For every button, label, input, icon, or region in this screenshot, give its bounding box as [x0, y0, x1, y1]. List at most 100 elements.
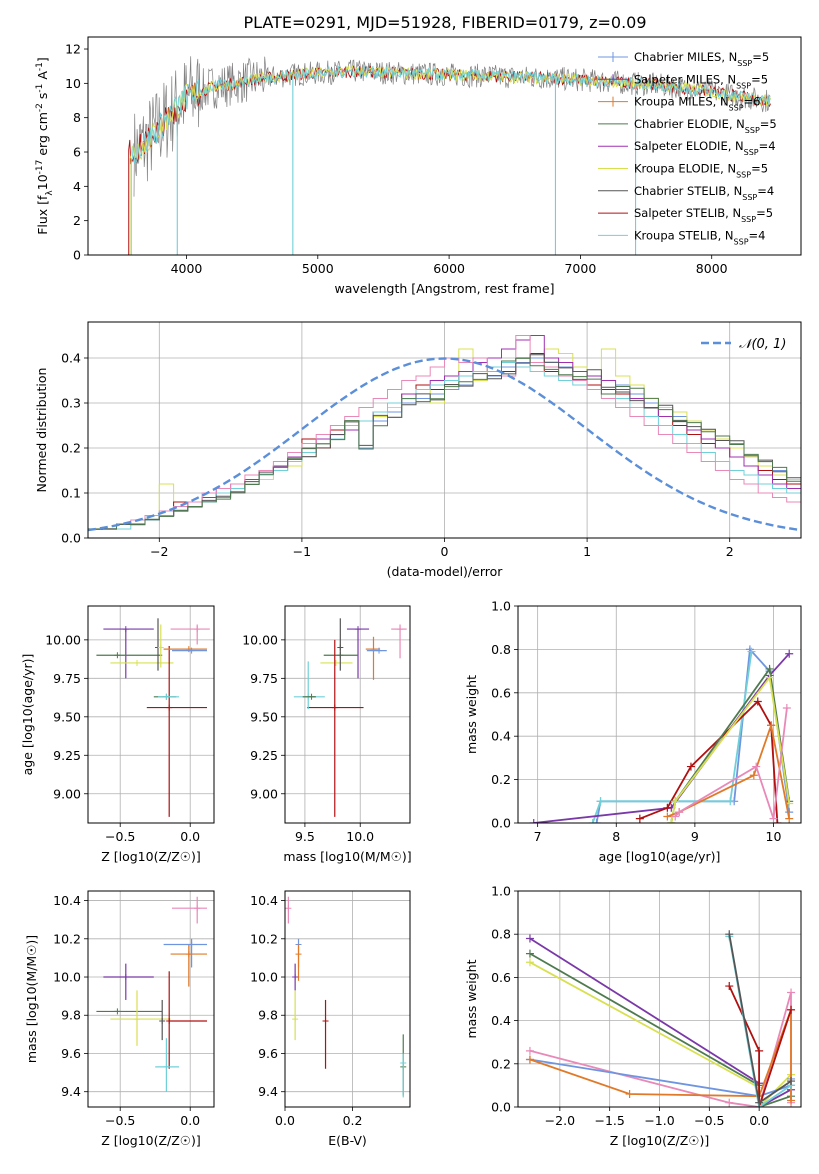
legend-entry-name: Salpeter STELIB, N [634, 206, 741, 220]
y-tick-label: 0.1 [61, 486, 81, 501]
x-tick-label: −0.5 [694, 1113, 724, 1128]
legend-entry-sub: SSP [729, 103, 744, 112]
y-tick-label: 0.3 [61, 396, 81, 411]
axes-frame [517, 605, 802, 824]
x-axis-label: (data-model)/error [387, 564, 504, 579]
y-tick-label: 9.50 [250, 709, 278, 724]
y-tick-label: 0.0 [61, 531, 81, 546]
x-axis-label: mass [log10(M/M☉)] [283, 849, 411, 864]
x-tick-label: 7 [534, 829, 542, 844]
axes-frame [284, 890, 411, 1108]
x-tick-label: −0.5 [105, 1113, 135, 1128]
y-tick-label: 0.0 [491, 816, 511, 831]
y-tick-label: 1.0 [491, 599, 511, 614]
x-tick-label: 0.2 [343, 1113, 363, 1128]
y-tick-label: 9.00 [250, 786, 278, 801]
legend-entry: Kroupa ELODIE, NSSP=5 [634, 162, 768, 180]
data-point [295, 951, 302, 958]
y-tick-label: 9.4 [61, 1084, 81, 1099]
y-axis-label-part: Flux [f [35, 195, 50, 235]
y-axis-label-part: s [35, 93, 50, 104]
y-axis-label-part: A [35, 71, 50, 84]
y-tick-label: 0 [73, 248, 81, 263]
y-axis-label: Flux [fλ10-17 erg cm-2 s-1 A-1] [35, 57, 55, 235]
series-marker [767, 721, 776, 730]
y-tick-label: 0.2 [61, 441, 81, 456]
x-tick-label: 8000 [696, 261, 728, 276]
series-marker [671, 797, 680, 806]
legend-entry-count: =5 [760, 117, 777, 131]
y-tick-label: 9.4 [258, 1084, 278, 1099]
y-tick-label: 0.6 [491, 970, 511, 985]
legend-entry: 𝒩(0, 1) [739, 337, 786, 352]
x-tick-label: 5000 [302, 261, 334, 276]
series-marker [747, 647, 756, 656]
panel-mass_weight_vs_Z: −2.0 −1.5 −1.0 −0.5 0.0 0.0 0.2 0.4 0.6 0.8 1.0 Z [… [464, 884, 802, 1148]
series-marker [787, 1005, 796, 1014]
series-marker [592, 819, 601, 823]
x-tick-label: −1.0 [644, 1113, 674, 1128]
series-marker [588, 819, 597, 823]
normal-curve [88, 357, 801, 532]
y-axis-label-part: erg cm [35, 112, 50, 160]
series-marker [726, 797, 735, 806]
data-point [166, 1017, 173, 1024]
plot-area-mass_vs_ebv [285, 896, 407, 1098]
legend-entry-count: =4 [759, 139, 776, 153]
y-tick-label: 9.25 [53, 748, 81, 763]
series-marker [725, 1098, 734, 1107]
x-tick-label: −2 [150, 544, 168, 559]
legend-entry-name: Salpeter ELODIE, N [634, 139, 744, 153]
axes-frame [87, 605, 215, 824]
x-axis-label: age [log10(age/yr)] [599, 849, 721, 864]
series-marker [663, 812, 672, 821]
data-point [185, 951, 192, 958]
series-marker [755, 1098, 764, 1107]
panel-age_vs_Z: −0.5 0.0 9.00 9.25 9.50 9.75 10.00 Z [log10(Z/Z… [20, 605, 215, 864]
legend-entry-count: =5 [751, 72, 768, 86]
series-marker [525, 958, 534, 967]
y-axis-label-part: -17 [35, 160, 45, 175]
axes-frame [87, 890, 215, 1108]
x-tick-label: −1 [293, 544, 311, 559]
x-axis-label: Z [log10(Z/Z☉)] [101, 1133, 201, 1148]
axes-frame [87, 36, 802, 256]
y-axis-label: mass weight [464, 675, 479, 754]
y-tick-label: 10.00 [242, 632, 278, 647]
x-tick-label: 7000 [564, 261, 596, 276]
y-tick-label: 9.75 [250, 671, 278, 686]
data-point [188, 941, 195, 948]
y-tick-label: 9.00 [53, 786, 81, 801]
legend-entry-count: =4 [757, 184, 774, 198]
series-marker [749, 771, 758, 780]
plot-area-age_vs_Z [96, 618, 210, 817]
series-marker [667, 819, 676, 823]
x-tick-label: −1.5 [594, 1113, 624, 1128]
panel-mass_weight_vs_age: 7 8 9 10 0.0 0.2 0.4 0.6 0.8 1.0 age [log10(age/yr… [464, 599, 802, 864]
series-marker [663, 803, 672, 812]
data-point [337, 644, 344, 651]
y-tick-label: 10.00 [45, 632, 81, 647]
data-point [134, 659, 140, 666]
y-tick-label: 8 [73, 110, 81, 125]
legend-entry-name: Kroupa ELODIE, N [634, 162, 736, 176]
series-marker [753, 697, 762, 706]
data-point [194, 905, 201, 912]
y-tick-label: 9.6 [61, 1046, 81, 1061]
y-axis-label: Normed distribution [34, 368, 49, 493]
data-point [400, 1060, 407, 1067]
x-tick-label: 0.0 [180, 829, 200, 844]
y-axis-label-part: -1 [35, 62, 45, 71]
series-marker [785, 814, 794, 823]
legend-entry-name: Kroupa MILES, N [634, 95, 729, 109]
y-tick-label: 9.8 [61, 1008, 81, 1023]
data-point [322, 1017, 329, 1024]
y-tick-label: 2 [73, 213, 81, 228]
y-tick-label: 10.0 [250, 970, 278, 985]
plot-area-spectrum [128, 56, 772, 255]
y-tick-label: 0.4 [491, 1013, 511, 1028]
series-marker [525, 934, 534, 943]
data-point [122, 626, 129, 633]
y-tick-label: 10.4 [53, 893, 81, 908]
data-point [397, 626, 404, 633]
